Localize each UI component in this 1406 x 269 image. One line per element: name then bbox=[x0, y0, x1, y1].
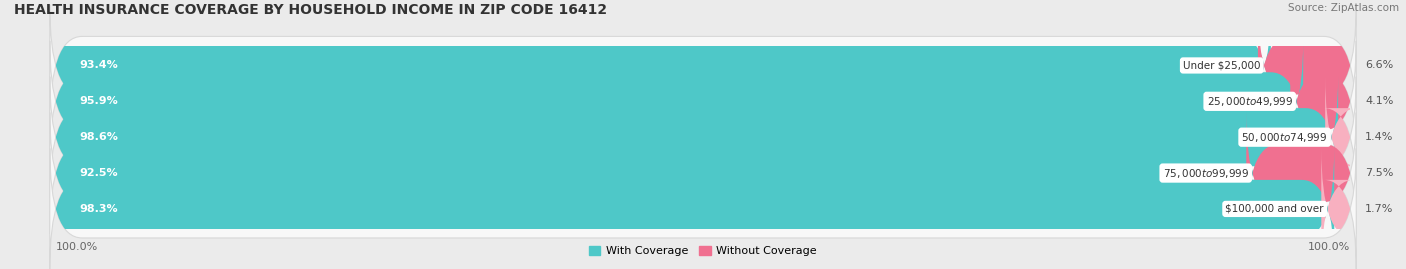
FancyBboxPatch shape bbox=[1322, 148, 1357, 269]
Text: 98.3%: 98.3% bbox=[80, 204, 118, 214]
Text: 1.4%: 1.4% bbox=[1365, 132, 1393, 142]
FancyBboxPatch shape bbox=[49, 112, 1260, 234]
Text: 7.5%: 7.5% bbox=[1365, 168, 1393, 178]
FancyBboxPatch shape bbox=[49, 77, 1357, 198]
FancyBboxPatch shape bbox=[49, 148, 1334, 269]
FancyBboxPatch shape bbox=[1246, 112, 1357, 234]
Text: Source: ZipAtlas.com: Source: ZipAtlas.com bbox=[1288, 3, 1399, 13]
Text: 1.7%: 1.7% bbox=[1365, 204, 1393, 214]
Text: 100.0%: 100.0% bbox=[56, 242, 98, 252]
FancyBboxPatch shape bbox=[49, 41, 1303, 162]
Text: 6.6%: 6.6% bbox=[1365, 61, 1393, 70]
FancyBboxPatch shape bbox=[1324, 77, 1358, 198]
Text: 98.6%: 98.6% bbox=[80, 132, 118, 142]
Text: $75,000 to $99,999: $75,000 to $99,999 bbox=[1163, 167, 1249, 179]
FancyBboxPatch shape bbox=[49, 77, 1339, 198]
FancyBboxPatch shape bbox=[49, 5, 1271, 126]
FancyBboxPatch shape bbox=[49, 41, 1357, 162]
Text: HEALTH INSURANCE COVERAGE BY HOUSEHOLD INCOME IN ZIP CODE 16412: HEALTH INSURANCE COVERAGE BY HOUSEHOLD I… bbox=[14, 3, 607, 17]
Legend: With Coverage, Without Coverage: With Coverage, Without Coverage bbox=[585, 241, 821, 261]
FancyBboxPatch shape bbox=[1258, 5, 1357, 126]
Text: $50,000 to $74,999: $50,000 to $74,999 bbox=[1241, 131, 1327, 144]
Text: 93.4%: 93.4% bbox=[80, 61, 118, 70]
FancyBboxPatch shape bbox=[49, 112, 1357, 234]
FancyBboxPatch shape bbox=[1291, 41, 1357, 162]
Text: 92.5%: 92.5% bbox=[80, 168, 118, 178]
Text: 95.9%: 95.9% bbox=[80, 96, 118, 106]
Text: Under $25,000: Under $25,000 bbox=[1182, 61, 1261, 70]
FancyBboxPatch shape bbox=[49, 5, 1357, 126]
FancyBboxPatch shape bbox=[49, 148, 1357, 269]
Text: 100.0%: 100.0% bbox=[1308, 242, 1350, 252]
Text: 4.1%: 4.1% bbox=[1365, 96, 1393, 106]
Text: $100,000 and over: $100,000 and over bbox=[1226, 204, 1324, 214]
Text: $25,000 to $49,999: $25,000 to $49,999 bbox=[1206, 95, 1294, 108]
